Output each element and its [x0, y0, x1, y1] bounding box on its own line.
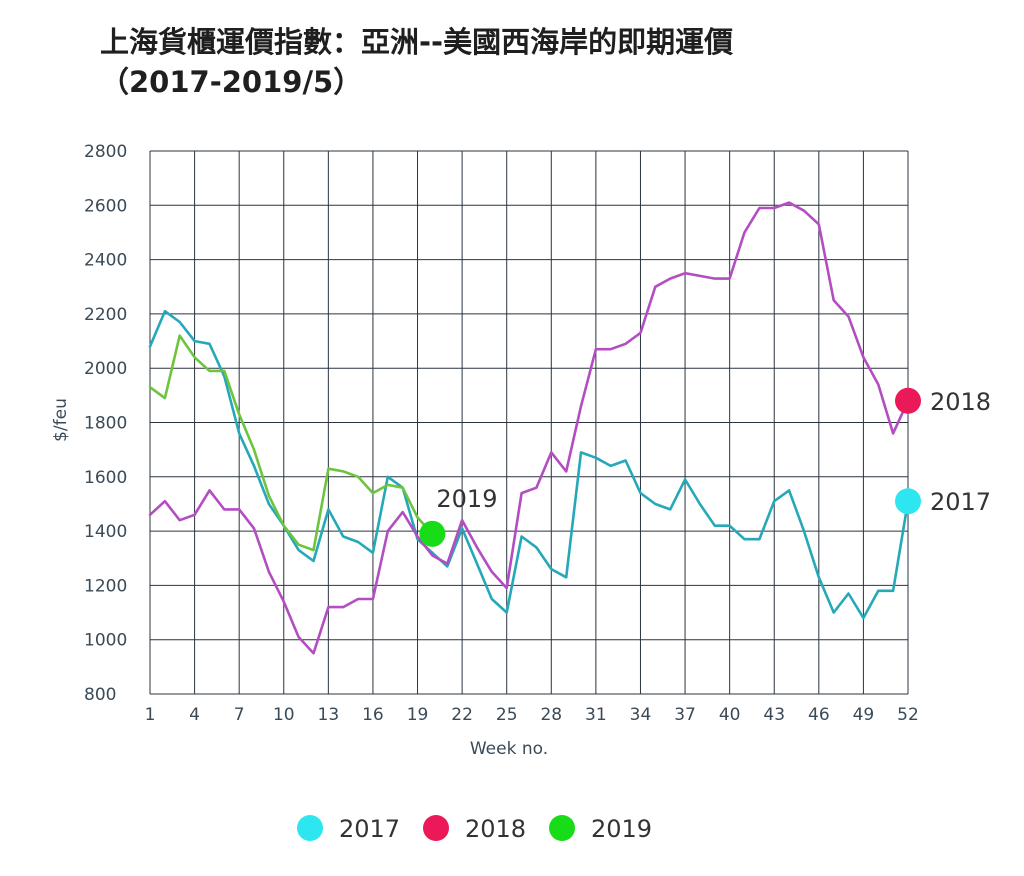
x-tick-label: 1	[145, 705, 156, 725]
x-tick-label: 13	[318, 705, 340, 725]
series-line-2019	[148, 334, 434, 552]
end-marker-2017	[895, 488, 921, 515]
x-tick-label: 52	[897, 705, 919, 725]
end-markers: 2017 2018 2019	[419, 387, 991, 547]
legend-swatch-2017	[297, 815, 323, 841]
y-tick-label: 2000	[84, 359, 127, 379]
x-tick-label: 40	[719, 705, 741, 725]
chart-title-line-2: （2017-2019/5）	[100, 65, 363, 99]
y-tick-label: 2600	[84, 196, 127, 216]
y-tick-label: 1400	[84, 522, 127, 542]
y-tick-label: 1000	[84, 631, 127, 651]
x-tick-label: 25	[496, 705, 518, 725]
end-marker-2018	[895, 387, 921, 414]
y-axis-label: $/feu	[51, 398, 71, 442]
legend: 2017 2018 2019	[297, 815, 652, 843]
x-tick-label: 31	[585, 705, 607, 725]
x-tick-label: 22	[451, 705, 473, 725]
grid	[149, 150, 909, 695]
x-tick-label: 28	[540, 705, 562, 725]
x-tick-label: 37	[674, 705, 696, 725]
series-line-2018	[148, 201, 910, 655]
x-tick-label: 10	[273, 705, 295, 725]
chart-title: 上海貨櫃運價指數：亞洲--美國西海岸的即期運價 （2017-2019/5）	[100, 22, 733, 102]
y-tick-label: 1200	[84, 576, 127, 596]
x-axis-label: Week no.	[470, 739, 548, 759]
series-lines	[148, 201, 910, 655]
legend-label-2017: 2017	[339, 815, 400, 843]
x-tick-label: 46	[808, 705, 830, 725]
legend-label-2018: 2018	[465, 815, 526, 843]
x-tick-label: 19	[407, 705, 429, 725]
x-tick-label: 7	[234, 705, 245, 725]
legend-swatch-2018	[423, 815, 449, 841]
end-label-2018: 2018	[930, 388, 991, 416]
y-tick-label: 1600	[84, 468, 127, 488]
y-tick-label: 2200	[84, 305, 127, 325]
x-tick-label: 34	[630, 705, 652, 725]
axes: 800 1000 1200 1400 1600 1800 2000 2200 2400 2600 2…	[51, 142, 919, 759]
x-tick-label: 49	[853, 705, 875, 725]
y-tick-label: 1800	[84, 414, 127, 434]
end-label-2019: 2019	[436, 485, 497, 513]
legend-label-2019: 2019	[591, 815, 652, 843]
legend-swatch-2019	[549, 815, 575, 841]
y-tick-label: 800	[84, 685, 116, 705]
x-tick-label: 43	[763, 705, 785, 725]
end-marker-2019	[419, 520, 446, 547]
chart-title-line-1: 上海貨櫃運價指數：亞洲--美國西海岸的即期運價	[100, 25, 734, 59]
series-line-2017	[148, 309, 910, 620]
x-tick-label: 4	[189, 705, 200, 725]
x-tick-label: 16	[362, 705, 384, 725]
y-tick-label: 2400	[84, 251, 127, 271]
y-tick-label: 2800	[84, 142, 127, 162]
end-label-2017: 2017	[930, 488, 991, 516]
